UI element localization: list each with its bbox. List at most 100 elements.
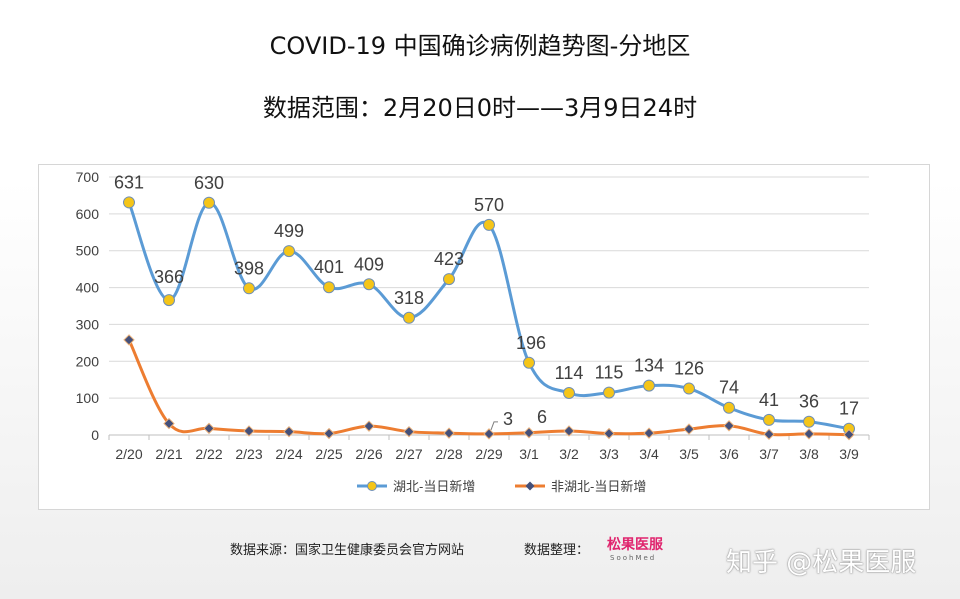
data-point	[283, 245, 295, 258]
data-label: 36	[799, 392, 819, 412]
x-tick-label: 3/6	[719, 446, 739, 462]
data-point	[763, 428, 775, 440]
data-point	[243, 425, 255, 437]
data-point	[763, 413, 775, 426]
data-label: 401	[314, 257, 344, 277]
line-chart: 0 100 200 300 400 500 600 700 2/20 2/21 2/22 2/23 2/…	[76, 169, 870, 494]
data-point	[443, 273, 455, 286]
x-tick-label: 2/22	[195, 446, 222, 462]
series-line-1	[127, 339, 850, 437]
label-leader-line	[490, 421, 498, 431]
chart-subtitle: 数据范围：2月20日0时——3月9日24时	[262, 94, 698, 122]
data-label: 3	[503, 409, 513, 429]
x-tick-label: 2/26	[355, 446, 382, 462]
logo-text: 松果医服	[607, 537, 663, 553]
zhihu-watermark: 知乎 @松果医服	[726, 548, 917, 578]
data-point	[643, 427, 655, 439]
data-point	[363, 278, 375, 291]
data-point	[203, 422, 215, 435]
data-label: 318	[394, 288, 424, 308]
x-tick-label: 3/2	[559, 446, 579, 462]
data-label: 398	[234, 258, 264, 278]
y-tick-label: 400	[76, 280, 100, 296]
data-point	[803, 415, 815, 428]
data-label: 366	[154, 267, 184, 287]
data-point	[723, 420, 735, 432]
data-point	[483, 218, 495, 231]
data-point	[363, 420, 375, 432]
x-tick-label: 3/9	[839, 446, 859, 462]
data-point	[483, 428, 495, 440]
data-label: 423	[434, 249, 464, 269]
data-label: 409	[354, 254, 384, 274]
data-point	[683, 423, 695, 435]
data-point	[123, 196, 135, 209]
x-tick-label: 2/24	[275, 446, 302, 462]
data-point	[403, 425, 415, 438]
legend-marker	[367, 481, 377, 491]
x-tick-label: 2/25	[315, 446, 342, 462]
data-point	[163, 294, 175, 307]
logo-subtext: SoohMed	[610, 554, 657, 562]
data-point	[203, 196, 215, 209]
data-label: 631	[114, 172, 144, 192]
data-label: 570	[474, 195, 504, 215]
data-point	[683, 382, 695, 395]
data-point	[723, 401, 735, 414]
x-tick-label: 3/1	[519, 446, 539, 462]
data-point	[563, 425, 575, 437]
x-tick-label: 2/28	[435, 446, 462, 462]
data-label: 126	[674, 359, 704, 379]
data-point	[523, 427, 535, 439]
data-point	[603, 386, 615, 399]
data-point	[843, 428, 855, 441]
data-label: 17	[839, 399, 859, 419]
y-tick-label: 100	[76, 390, 100, 406]
x-tick-label: 2/20	[115, 446, 142, 462]
data-point	[563, 386, 575, 399]
data-label: 74	[719, 378, 739, 398]
data-label: 114	[555, 363, 584, 383]
data-point	[323, 427, 335, 440]
series-line-0	[127, 201, 850, 431]
data-label: 196	[516, 333, 546, 353]
data-point	[443, 427, 455, 439]
x-tick-label: 2/29	[475, 446, 502, 462]
x-tick-label: 3/8	[799, 446, 819, 462]
x-tick-label: 3/5	[679, 446, 699, 462]
data-label: 499	[274, 221, 304, 241]
y-tick-label: 300	[76, 316, 100, 332]
y-tick-label: 700	[76, 169, 100, 185]
x-tick-label: 2/27	[395, 446, 422, 462]
chart-title: COVID-19 中国确诊病例趋势图-分地区	[269, 32, 691, 60]
x-tick-label: 2/23	[235, 446, 262, 462]
data-label: 630	[194, 173, 224, 193]
legend-label: 湖北-当日新增	[393, 479, 475, 494]
x-tick-label: 3/4	[639, 446, 659, 462]
data-label: 41	[759, 390, 779, 410]
y-tick-label: 0	[91, 427, 99, 443]
data-point	[163, 417, 175, 430]
x-tick-label: 2/21	[155, 446, 182, 462]
data-label: 134	[634, 356, 664, 376]
legend-marker	[525, 481, 535, 491]
data-point	[643, 379, 655, 392]
data-point	[243, 282, 255, 295]
y-tick-label: 500	[76, 243, 100, 259]
legend-label: 非湖北-当日新增	[551, 479, 646, 494]
y-tick-label: 600	[76, 206, 100, 222]
data-label: 115	[595, 363, 624, 383]
x-tick-label: 3/7	[759, 446, 779, 462]
data-point	[603, 427, 615, 440]
data-point	[323, 281, 335, 294]
data-point	[523, 356, 535, 369]
data-organizer-label: 数据整理：	[524, 543, 590, 558]
data-point	[123, 334, 135, 346]
data-point	[283, 425, 295, 438]
brand-logo: 松果医服 SoohMed	[607, 532, 697, 566]
data-point	[803, 428, 815, 440]
chart-panel: 0 100 200 300 400 500 600 700 2/20 2/21 2/22 2/23 2/…	[38, 164, 930, 510]
data-label: 6	[537, 407, 547, 427]
data-point	[403, 311, 415, 324]
data-source-text: 数据来源：国家卫生健康委员会官方网站	[230, 543, 465, 558]
